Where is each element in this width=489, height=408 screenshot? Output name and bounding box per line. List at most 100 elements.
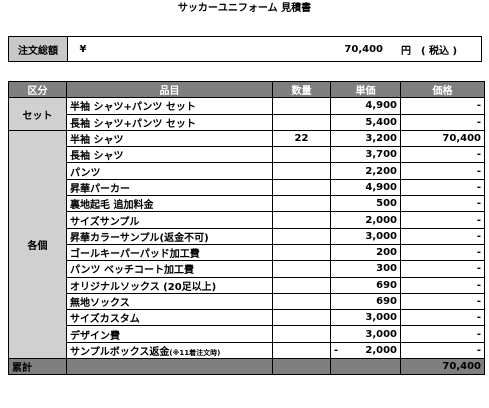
table-row: オリジナルソックス (20足以上) 690 -	[9, 276, 485, 294]
estimate-table: 区分 品目 数量 単価 価格 セット 半袖 シャツ+パンツ セット 4,900 …	[8, 80, 485, 376]
unit-price-cell: 690	[330, 292, 401, 311]
unit-price-cell: 4,900	[330, 178, 401, 197]
quantity-cell[interactable]	[272, 243, 331, 262]
unit-price-cell: 3,000	[330, 325, 401, 343]
item-name: サンプルボックス返金(※11着注文時)	[66, 341, 273, 360]
quantity-cell[interactable]	[272, 162, 331, 180]
sum-empty	[66, 358, 273, 376]
price-cell: -	[400, 276, 485, 294]
price-cell: -	[400, 309, 485, 327]
order-total-amount: 70,400	[344, 43, 383, 55]
unit-price-cell: 3,700	[330, 146, 401, 164]
unit-price-cell: 300	[330, 260, 401, 278]
quantity-cell[interactable]	[272, 178, 331, 197]
refund-item-note: (※11着注文時)	[169, 348, 221, 357]
item-name: 無地ソックス	[66, 292, 273, 311]
price-cell: -	[400, 146, 485, 164]
quantity-cell[interactable]	[272, 325, 331, 343]
quantity-cell[interactable]	[272, 309, 331, 327]
item-name: 長袖 シャツ	[66, 146, 273, 164]
quantity-cell[interactable]	[272, 260, 331, 278]
unit-price-cell: - 2,000	[330, 341, 401, 360]
table-row: サンプルボックス返金(※11着注文時) -2,000 -	[9, 341, 485, 360]
price-cell: -	[400, 325, 485, 343]
item-name: 昇華カラーサンプル(返金不可)	[66, 227, 273, 245]
item-name: 半袖 シャツ+パンツ セット	[66, 97, 273, 115]
table-row: デザイン費 3,000 -	[9, 325, 485, 343]
table-row: 昇華パーカー 4,900 -	[9, 178, 485, 197]
unit-price-cell: 4,900	[330, 97, 401, 115]
sum-empty	[272, 358, 331, 376]
table-row: ゴールキーパーパッド加工費 200 -	[9, 243, 485, 262]
quantity-cell[interactable]	[272, 211, 331, 229]
refund-item-label: サンプルボックス返金	[70, 346, 170, 358]
sum-label: 累計	[8, 358, 67, 376]
table-row: 長袖 シャツ+パンツ セット 5,400 -	[9, 113, 485, 131]
item-name: 半袖 シャツ	[66, 129, 273, 148]
item-name: 長袖 シャツ+パンツ セット	[66, 113, 273, 131]
unit-price-cell: 2,200	[330, 162, 401, 180]
item-name: 裏地起毛 追加料金	[66, 195, 273, 213]
price-cell: -	[400, 113, 485, 131]
item-name: サイズカスタム	[66, 309, 273, 327]
price-cell: 70,400	[400, 129, 485, 148]
category-set: セット	[8, 97, 67, 131]
table-row: 裏地起毛 追加料金 500 -	[9, 195, 485, 213]
table-row: 昇華カラーサンプル(返金不可) 3,000 -	[9, 227, 485, 245]
unit-price-cell: 200	[330, 243, 401, 262]
page-title: サッカーユニフォーム 見積書	[177, 3, 312, 14]
quantity-cell[interactable]	[272, 292, 331, 311]
price-cell: -	[400, 260, 485, 278]
quantity-cell[interactable]	[272, 113, 331, 131]
quantity-cell[interactable]	[272, 227, 331, 245]
header-category: 区分	[8, 80, 67, 99]
minus-sign: -	[334, 344, 339, 356]
item-name: パンツ	[66, 162, 273, 180]
unit-price-cell: 690	[330, 276, 401, 294]
price-cell: -	[400, 211, 485, 229]
price-cell: -	[400, 195, 485, 213]
quantity-cell[interactable]	[272, 97, 331, 115]
table-header-row: 区分 品目 数量 単価 価格	[8, 80, 485, 99]
table-row: サイズサンプル 2,000 -	[9, 211, 485, 229]
item-name: 昇華パーカー	[66, 178, 273, 197]
price-cell: -	[400, 178, 485, 197]
quantity-cell[interactable]	[272, 276, 331, 294]
item-name: オリジナルソックス (20足以上)	[66, 276, 273, 294]
header-unit-price: 単価	[330, 80, 401, 99]
price-cell: -	[400, 227, 485, 245]
unit-price-cell: 3,000	[330, 227, 401, 245]
unit-price-cell: 5,400	[330, 113, 401, 131]
quantity-cell[interactable]	[272, 146, 331, 164]
refund-price: 2,000	[365, 344, 397, 356]
table-row: セット 半袖 シャツ+パンツ セット 4,900 -	[8, 97, 485, 131]
table-row: 無地ソックス 690 -	[9, 292, 485, 311]
price-cell: -	[400, 341, 485, 360]
order-total-box: 注文総額 ¥ 70,400 円 ( 税込 )	[8, 36, 482, 62]
sum-empty	[330, 358, 401, 376]
header-quantity: 数量	[272, 80, 331, 99]
item-name: デザイン費	[66, 325, 273, 343]
header-price: 価格	[400, 80, 485, 99]
table-row: 長袖 シャツ 3,700 -	[9, 146, 485, 164]
tax-note: ( 税込 )	[421, 45, 458, 57]
currency-unit: 円	[401, 45, 411, 57]
quantity-cell[interactable]	[272, 195, 331, 213]
unit-price-cell: 2,000	[330, 211, 401, 229]
quantity-cell[interactable]	[272, 341, 331, 360]
table-row: パンツ ベッチコート加工費 300 -	[9, 260, 485, 278]
order-total-label: 注文総額	[9, 37, 68, 61]
item-name: パンツ ベッチコート加工費	[66, 260, 273, 278]
quantity-cell[interactable]: 22	[272, 129, 331, 148]
table-row: パンツ 2,200 -	[9, 162, 485, 180]
sum-row: 累計 70,400	[8, 358, 485, 376]
table-row: サイズカスタム 3,000 -	[9, 309, 485, 327]
price-cell: -	[400, 162, 485, 180]
unit-price-cell: 3,200	[330, 129, 401, 148]
table-row: 各個 半袖 シャツ 22 3,200 70,400	[8, 129, 485, 360]
price-cell: -	[400, 243, 485, 262]
price-cell: -	[400, 97, 485, 115]
item-name: サイズサンプル	[66, 211, 273, 229]
item-name: ゴールキーパーパッド加工費	[66, 243, 273, 262]
sum-total: 70,400	[400, 358, 485, 376]
